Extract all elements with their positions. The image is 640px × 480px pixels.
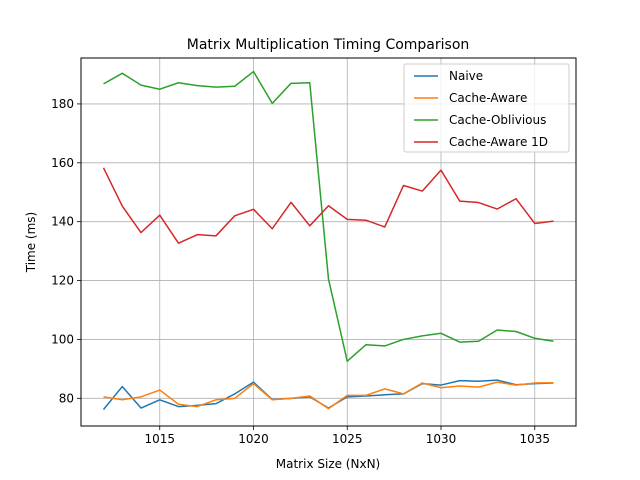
y-tick-label: 100 (51, 332, 74, 346)
legend-label-cache-oblivious: Cache-Oblivious (449, 113, 546, 127)
axis-ticks: 1015 1020 1025 1030 1035 80 100 120 140 160 180 (51, 97, 550, 446)
y-tick-label: 120 (51, 274, 74, 288)
x-tick-label: 1020 (238, 432, 269, 446)
y-axis-label: Time (ms) (24, 212, 38, 274)
legend-box (403, 63, 570, 153)
y-tick-label: 160 (51, 156, 74, 170)
y-tick-label: 140 (51, 215, 74, 229)
series-lines (102, 70, 554, 410)
series-line-cache-aware (103, 381, 554, 410)
series-line-cache-oblivious (103, 70, 554, 362)
chart-title: Matrix Multiplication Timing Comparison (187, 37, 470, 53)
x-tick-label: 1025 (332, 432, 363, 446)
x-tick-label: 1030 (426, 432, 457, 446)
series-line-cache-aware-1d (102, 167, 554, 244)
legend-label-cache-aware-1d: Cache-Aware 1D (449, 135, 548, 149)
y-tick-label: 80 (59, 391, 74, 405)
y-tick-label: 180 (51, 97, 74, 111)
plot-area-frame (80, 57, 577, 427)
legend-label-naive: Naive (449, 69, 483, 83)
legend: Naive Cache-Aware Cache-Oblivious Cache-Awa… (403, 63, 570, 153)
x-tick-label: 1015 (144, 432, 175, 446)
x-axis-label: Matrix Size (NxN) (276, 457, 380, 471)
legend-label-cache-aware: Cache-Aware (449, 91, 527, 105)
x-tick-label: 1035 (519, 432, 550, 446)
